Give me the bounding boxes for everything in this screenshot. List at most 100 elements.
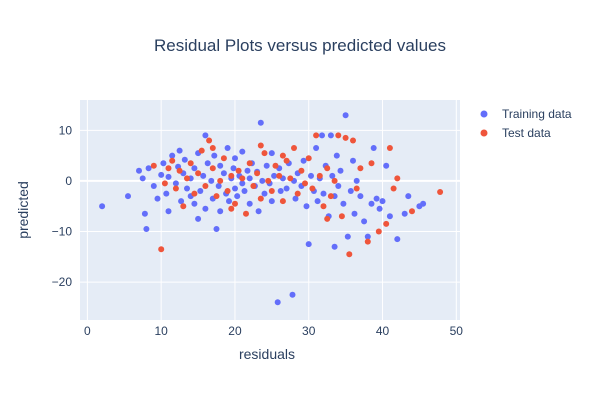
training-point[interactable] [420,200,427,207]
training-point[interactable] [373,195,380,202]
test-point[interactable] [386,145,393,151]
test-point[interactable] [283,157,290,164]
training-point[interactable] [125,193,131,200]
training-point[interactable] [383,162,390,169]
training-point[interactable] [335,183,342,189]
test-point[interactable] [206,137,213,144]
training-point[interactable] [239,180,246,187]
training-point[interactable] [274,299,281,306]
test-point[interactable] [150,162,157,169]
test-point[interactable] [368,160,375,167]
test-point[interactable] [305,155,312,162]
test-point[interactable] [331,177,338,184]
test-point[interactable] [302,180,308,187]
training-point[interactable] [319,132,325,139]
training-point[interactable] [379,198,386,205]
training-point[interactable] [99,203,106,210]
training-point[interactable] [303,203,310,210]
training-point[interactable] [261,190,268,197]
training-point[interactable] [283,185,290,192]
test-point[interactable] [298,167,305,174]
test-point[interactable] [265,177,272,184]
test-point[interactable] [338,213,345,220]
test-point[interactable] [176,167,183,174]
test-point[interactable] [209,145,216,151]
test-point[interactable] [287,175,294,182]
training-point[interactable] [401,210,408,217]
training-point[interactable] [163,190,170,197]
training-point[interactable] [213,226,220,232]
training-point[interactable] [340,200,347,207]
test-point[interactable] [254,170,261,177]
test-point[interactable] [191,190,198,197]
test-point[interactable] [327,193,334,200]
training-point[interactable] [394,236,401,243]
test-point[interactable] [172,185,179,192]
training-point[interactable] [191,165,198,172]
test-point[interactable] [158,246,165,253]
training-point[interactable] [357,193,364,200]
legend[interactable]: Training data Test data [480,107,572,140]
training-point[interactable] [239,148,246,155]
test-point[interactable] [383,220,390,227]
training-point[interactable] [361,218,368,225]
test-point[interactable] [239,175,246,182]
training-point[interactable] [259,177,266,184]
training-point[interactable] [241,188,248,194]
training-point[interactable] [268,150,275,157]
test-point[interactable] [187,160,194,167]
training-point[interactable] [200,172,207,179]
test-point[interactable] [184,175,190,182]
training-point[interactable] [246,200,253,207]
test-point[interactable] [342,134,349,141]
test-point[interactable] [313,132,320,139]
training-point[interactable] [344,233,351,240]
test-point[interactable] [353,185,360,192]
legend-item-test[interactable]: Test data [480,126,552,140]
test-point[interactable] [375,228,382,235]
test-point[interactable] [324,165,331,172]
training-point[interactable] [257,119,264,126]
training-point[interactable] [232,155,238,162]
training-point[interactable] [368,200,375,207]
test-point[interactable] [279,152,286,159]
training-point[interactable] [353,177,360,184]
training-point[interactable] [292,195,299,202]
training-point[interactable] [246,175,253,182]
test-point[interactable] [165,165,172,172]
test-point[interactable] [346,251,353,258]
test-point[interactable] [309,185,316,192]
training-point[interactable] [405,193,412,200]
training-point[interactable] [314,198,321,205]
test-point[interactable] [350,137,356,144]
training-point[interactable] [165,208,172,215]
training-point[interactable] [320,190,327,197]
test-point[interactable] [364,238,371,245]
training-point[interactable] [337,167,344,174]
training-point[interactable] [289,291,296,298]
test-point[interactable] [217,177,224,184]
training-point[interactable] [191,200,198,207]
training-point[interactable] [347,188,354,194]
training-point[interactable] [202,132,209,139]
training-point[interactable] [145,165,152,172]
test-point[interactable] [324,215,331,222]
training-point[interactable] [263,162,270,169]
test-point[interactable] [394,175,401,182]
training-point[interactable] [342,112,349,119]
test-point[interactable] [279,198,286,205]
test-point[interactable] [202,183,209,189]
training-point[interactable] [217,208,224,215]
training-point[interactable] [208,177,215,184]
training-point[interactable] [217,162,224,169]
test-point[interactable] [294,190,301,197]
test-point[interactable] [180,203,187,210]
test-point[interactable] [243,210,249,217]
training-point[interactable] [211,152,218,159]
training-point[interactable] [232,185,238,192]
training-point[interactable] [331,243,338,250]
training-point[interactable] [370,145,377,151]
test-point[interactable] [161,180,168,187]
test-point[interactable] [291,145,297,151]
training-point[interactable] [195,215,202,222]
